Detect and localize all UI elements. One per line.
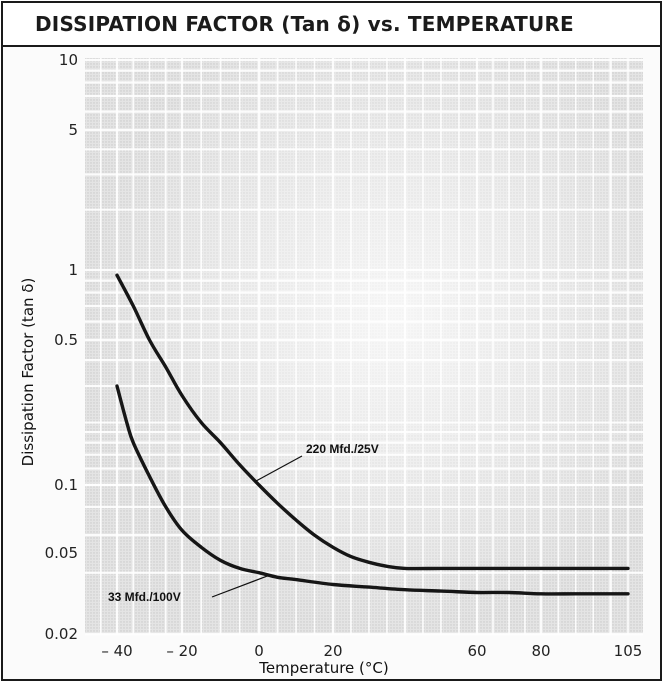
y-tick-label: 0.1 <box>54 476 78 494</box>
y-tick-label: 0.05 <box>45 544 78 562</box>
y-tick-label: 5 <box>68 121 78 139</box>
x-tick-labels: – 40 – 20 0 20 60 80 105 <box>101 642 642 660</box>
series-line-1 <box>115 273 630 571</box>
chart-title: DISSIPATION FACTOR (Tan δ) vs. TEMPERATU… <box>35 12 574 36</box>
annotation-leader <box>211 574 271 598</box>
y-tick-label: 0.02 <box>45 625 78 643</box>
annotation-leader <box>254 455 303 482</box>
y-tick-label: 10 <box>59 51 78 69</box>
x-tick-label: 105 <box>614 642 643 660</box>
annotations: 220 Mfd./25V 33 Mfd./100V <box>108 442 379 604</box>
grid <box>85 58 643 636</box>
plot-glare <box>85 58 643 634</box>
y-tick-label: 1 <box>68 261 78 279</box>
x-tick-label: 60 <box>467 642 486 660</box>
x-tick-label: 20 <box>323 642 342 660</box>
x-axis-label: Temperature (°C) <box>258 659 388 677</box>
series-line-2 <box>115 384 630 596</box>
x-tick-label: 0 <box>254 642 264 660</box>
y-tick-label: 0.5 <box>54 331 78 349</box>
curves <box>115 273 630 596</box>
x-tick-label: – 40 <box>101 642 132 660</box>
x-tick-label: 80 <box>531 642 550 660</box>
y-tick-labels: 10 5 1 0.5 0.1 0.05 0.02 <box>45 51 78 643</box>
annotation-label: 33 Mfd./100V <box>108 590 181 604</box>
y-axis-label: Dissipation Factor (tan δ) <box>19 278 37 467</box>
annotation-label: 220 Mfd./25V <box>306 442 379 456</box>
title-bar: DISSIPATION FACTOR (Tan δ) vs. TEMPERATU… <box>3 3 660 47</box>
x-tick-label: – 20 <box>166 642 197 660</box>
